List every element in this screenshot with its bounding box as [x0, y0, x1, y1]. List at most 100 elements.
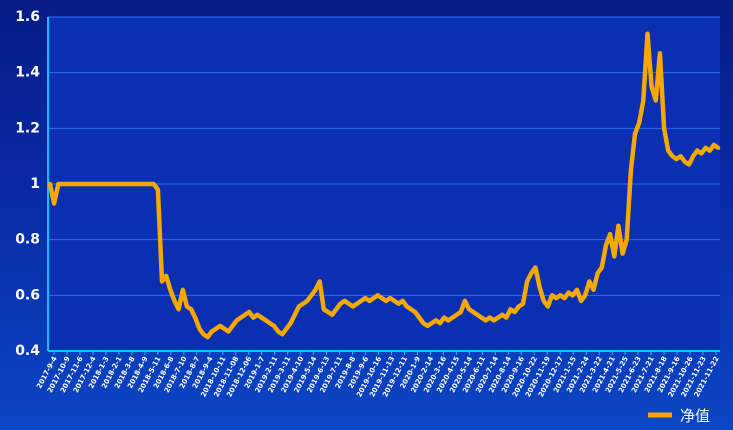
data-point — [431, 322, 433, 324]
data-point — [290, 322, 292, 324]
data-point — [667, 150, 669, 152]
data-point — [493, 319, 495, 321]
data-point — [514, 311, 516, 313]
data-point — [460, 311, 462, 313]
data-point — [339, 303, 341, 305]
data-point — [257, 314, 258, 316]
data-point — [227, 331, 229, 332]
data-point — [588, 280, 590, 282]
data-point — [356, 303, 358, 305]
data-point — [273, 325, 275, 327]
data-point — [49, 183, 51, 185]
data-point — [364, 297, 366, 299]
data-point — [605, 244, 607, 246]
y-tick-label: 0.4 — [15, 343, 40, 359]
data-point — [265, 319, 267, 321]
data-point — [593, 289, 594, 291]
data-point — [559, 294, 561, 296]
data-point — [182, 289, 184, 291]
data-point — [294, 314, 296, 316]
data-point — [476, 314, 478, 316]
data-point — [622, 253, 624, 255]
data-point — [385, 300, 387, 302]
data-point — [709, 150, 711, 152]
data-point — [111, 183, 113, 185]
data-point — [638, 122, 640, 124]
series-group — [47, 31, 721, 340]
data-point — [281, 333, 283, 335]
data-point — [335, 308, 337, 310]
data-point — [501, 314, 503, 316]
data-point — [481, 317, 482, 319]
data-point — [136, 183, 138, 185]
data-point — [149, 183, 151, 185]
data-point — [418, 317, 420, 319]
data-point — [671, 155, 673, 157]
y-tick-label: 1.6 — [15, 9, 40, 25]
data-point — [713, 144, 715, 146]
data-point — [568, 292, 570, 294]
data-point — [261, 317, 263, 319]
data-point — [447, 319, 449, 321]
data-point — [700, 152, 702, 154]
data-point — [555, 297, 557, 299]
data-point — [344, 300, 346, 302]
data-point — [124, 183, 126, 185]
data-point — [74, 183, 76, 185]
data-point — [543, 300, 545, 302]
data-point — [252, 317, 254, 319]
data-point — [373, 297, 375, 299]
data-point — [539, 286, 541, 288]
data-point — [402, 300, 404, 302]
data-point — [244, 314, 246, 316]
data-point — [57, 183, 59, 185]
data-point — [66, 183, 68, 185]
data-point — [215, 328, 217, 330]
data-point — [186, 306, 188, 307]
data-point — [472, 311, 474, 313]
data-point — [435, 319, 437, 321]
y-tick-label: 1.2 — [15, 120, 40, 136]
data-point — [348, 303, 350, 305]
y-tick-label: 0.6 — [15, 287, 40, 303]
data-point — [634, 133, 636, 135]
data-point — [369, 300, 370, 302]
y-tick-label: 1.4 — [15, 65, 40, 81]
data-point — [688, 164, 690, 165]
data-point — [319, 280, 321, 282]
data-point — [406, 306, 408, 307]
data-point — [132, 183, 134, 185]
data-point — [95, 183, 97, 185]
data-point — [161, 280, 163, 282]
data-point — [456, 314, 458, 316]
data-point — [352, 306, 354, 307]
data-point — [663, 127, 665, 129]
data-point — [530, 272, 532, 274]
data-point — [153, 183, 155, 185]
data-point — [53, 203, 55, 204]
data-point — [393, 300, 395, 302]
data-point — [169, 289, 171, 291]
data-point — [120, 183, 121, 185]
data-point — [223, 328, 225, 330]
data-point — [198, 328, 200, 330]
data-point — [485, 319, 487, 321]
y-tick-label: 0.8 — [15, 232, 40, 248]
data-point — [684, 161, 686, 163]
data-point — [551, 294, 553, 296]
data-point — [194, 317, 196, 319]
data-point — [427, 325, 429, 327]
data-point — [526, 280, 528, 282]
data-point — [240, 317, 242, 319]
data-point — [323, 308, 325, 310]
data-point — [377, 294, 379, 296]
data-point — [61, 183, 63, 185]
y-tick-label: 1 — [30, 176, 40, 192]
data-point — [547, 306, 549, 307]
data-point — [443, 317, 445, 319]
series-line-nav — [47, 31, 721, 340]
data-point — [165, 275, 167, 277]
data-point — [236, 319, 238, 321]
data-point — [269, 322, 271, 324]
